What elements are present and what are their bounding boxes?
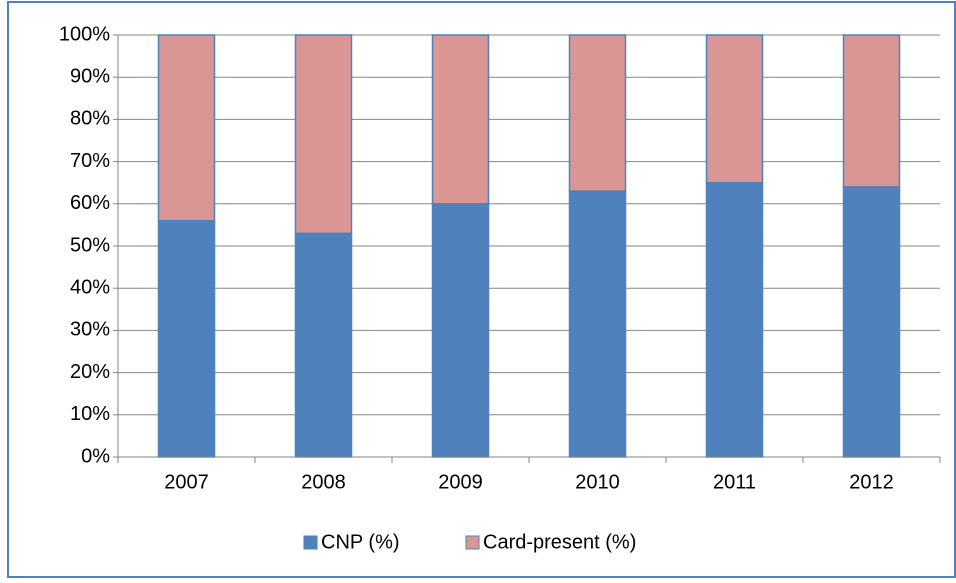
legend-swatch [303, 535, 318, 550]
y-tick-label: 30% [70, 319, 110, 341]
bar-segment [294, 34, 353, 235]
x-tick-label: 2010 [575, 471, 620, 493]
y-tick-label: 0% [81, 445, 110, 467]
y-tick-label: 90% [70, 65, 110, 87]
legend-swatch [465, 535, 480, 550]
bar-segment [842, 186, 901, 458]
bar-segment [705, 34, 764, 184]
y-tick-label: 50% [70, 234, 110, 256]
x-tick-label: 2007 [164, 471, 209, 493]
y-tick-label: 20% [70, 361, 110, 383]
bar-segment [705, 181, 764, 458]
x-tick-label: 2009 [438, 471, 483, 493]
y-tick-label: 40% [70, 276, 110, 298]
legend-label: CNP (%) [321, 531, 400, 553]
bar-segment [431, 34, 490, 205]
y-tick-label: 100% [59, 23, 110, 45]
bar-segment [568, 34, 627, 192]
bar-segment [157, 219, 216, 458]
y-tick-label: 70% [70, 150, 110, 172]
y-tick-label: 60% [70, 192, 110, 214]
bar-segment [431, 203, 490, 458]
bar-segment [842, 34, 901, 188]
legend-label: Card-present (%) [483, 531, 636, 553]
x-tick-label: 2008 [301, 471, 346, 493]
y-tick-label: 10% [70, 403, 110, 425]
y-tick-label: 80% [70, 108, 110, 130]
bar-segment [568, 190, 627, 458]
bar-segment [157, 34, 216, 222]
x-tick-label: 2011 [713, 471, 756, 493]
bar-segment [294, 232, 353, 458]
x-tick-label: 2012 [849, 471, 894, 493]
